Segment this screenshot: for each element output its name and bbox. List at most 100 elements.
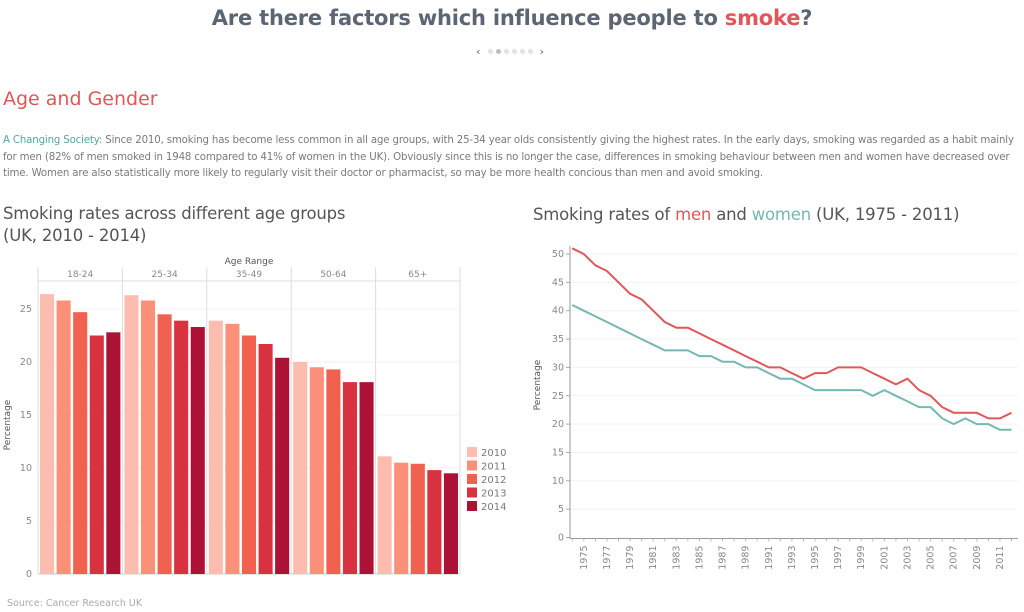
x-tick-label: 1985 — [694, 546, 705, 570]
x-tick-label: 1999 — [856, 546, 867, 570]
x-tick-label: 1995 — [810, 546, 821, 570]
y-tick-label: 10 — [20, 463, 32, 474]
x-tick-label: 1997 — [833, 546, 844, 570]
legend-swatch — [467, 501, 477, 511]
y-tick-label: 15 — [552, 447, 564, 458]
x-tick-label: 1989 — [741, 546, 752, 570]
y-tick-label: 20 — [20, 357, 32, 368]
bar: 25-34 2013: 23.9 — [174, 320, 189, 574]
bar: 35-49 2010: 23.9 — [208, 320, 223, 574]
category-label: 18-24 — [67, 270, 93, 280]
bar: 25-34 2014: 23.3 — [190, 327, 205, 574]
y-tick-label: 0 — [26, 569, 32, 580]
y-tick-label: 30 — [552, 362, 564, 373]
pager-dot[interactable] — [511, 48, 517, 54]
series-line-men — [571, 247, 1012, 420]
x-tick-label: 2003 — [902, 546, 913, 570]
pager-dot[interactable] — [495, 48, 501, 54]
y-tick-label: 40 — [552, 306, 564, 317]
legend-swatch — [467, 474, 477, 484]
y-tick-label: 0 — [558, 533, 564, 544]
x-tick-label: 1983 — [671, 546, 682, 570]
series-line-women — [571, 304, 1012, 431]
pager-dot[interactable] — [527, 48, 533, 54]
bar-chart-title-line2: (UK, 2010 - 2014) — [3, 226, 147, 245]
x-tick-label: 2009 — [972, 546, 983, 570]
legend-label: 2010 — [481, 448, 506, 459]
pager-dot[interactable] — [503, 48, 509, 54]
x-tick-label: 2011 — [995, 546, 1006, 570]
y-tick-label: 15 — [20, 410, 32, 421]
bar: 18-24 2014: 22.8 — [106, 332, 121, 574]
line-title-part2: and — [711, 205, 752, 224]
y-tick-label: 5 — [558, 504, 564, 515]
line-title-men: men — [675, 205, 712, 224]
pager-dot[interactable] — [487, 48, 493, 54]
bar: 25-34 2011: 25.8 — [140, 300, 156, 574]
title-text: Are there factors which influence people… — [211, 6, 725, 30]
bar-chart: Age Range 18-24 25-34 35-49 50-64 65+ 0 5 10 15 20… — [3, 257, 506, 580]
x-tick-label: 2007 — [949, 546, 960, 570]
y-tick-label: 50 — [552, 249, 564, 260]
bar: 25-34 2012: 24.5 — [157, 314, 172, 574]
story-pager: ‹ › — [470, 44, 550, 58]
bar: 65+ 2014: 9.5 — [443, 473, 458, 574]
title-suffix: ? — [800, 6, 813, 30]
category-label: 25-34 — [152, 270, 178, 280]
bar: 25-34 2010: 26.3 — [124, 295, 139, 574]
y-axis-title: Percentage — [3, 399, 13, 450]
y-tick-label: 35 — [552, 334, 564, 345]
legend-label: 2011 — [481, 462, 506, 473]
bar-chart-title-line1: Smoking rates across different age group… — [3, 204, 346, 223]
y-tick-label: 25 — [20, 304, 32, 315]
chevron-right-icon[interactable]: › — [539, 44, 545, 58]
intro-text: Since 2010, smoking has become less comm… — [3, 135, 1014, 179]
legend-label: 2012 — [481, 475, 506, 486]
bar: 65+ 2013: 9.8 — [427, 470, 442, 574]
x-tick-label: 1987 — [718, 546, 729, 570]
bar: 35-49 2013: 21.7 — [258, 343, 273, 574]
page-title: Are there factors which influence people… — [0, 6, 1024, 30]
x-tick-label: 1981 — [648, 546, 659, 570]
y-tick-label: 10 — [552, 476, 564, 487]
line-title-women: women — [751, 205, 811, 224]
legend-label: 2013 — [481, 489, 506, 500]
x-tick-label: 1991 — [764, 546, 775, 570]
bar: 65+ 2010: 11.1 — [377, 456, 392, 574]
chevron-left-icon[interactable]: ‹ — [475, 44, 481, 58]
legend-swatch — [467, 447, 477, 457]
pager-dots — [487, 48, 533, 54]
x-axis-title: Age Range — [225, 257, 274, 267]
title-accent: smoke — [724, 6, 801, 30]
intro-paragraph: A Changing Society: Since 2010, smoking … — [3, 133, 1018, 183]
y-tick-label: 20 — [552, 419, 564, 430]
bar: 18-24 2011: 25.8 — [56, 300, 71, 574]
x-tick-label: 1977 — [602, 546, 613, 570]
line-chart-title: Smoking rates of men and women (UK, 1975… — [533, 204, 960, 226]
bar: 18-24 2010: 26.4 — [40, 294, 55, 574]
x-tick-label: 2001 — [879, 546, 890, 570]
category-label: 65+ — [408, 270, 427, 280]
line-title-part3: (UK, 1975 - 2011) — [811, 205, 960, 224]
legend-label: 2014 — [481, 502, 506, 513]
x-tick-label: 1979 — [625, 546, 636, 570]
pager-dot[interactable] — [519, 48, 525, 54]
source-note: Source: Cancer Research UK — [7, 598, 143, 609]
bar: 18-24 2013: 22.5 — [89, 335, 104, 574]
bar: 35-49 2011: 23.6 — [225, 323, 240, 574]
bar: 65+ 2011: 10.5 — [394, 462, 409, 574]
line-chart: 0 5 10 15 20 25 30 35 40 45 50 Percentage 1975 1977 19… — [533, 246, 1018, 570]
bar: 50-64 2013: 18.1 — [342, 382, 358, 574]
line-title-part1: Smoking rates of — [533, 205, 676, 224]
legend-swatch — [467, 460, 477, 471]
section-title: Age and Gender — [3, 88, 158, 110]
bar-chart-title: Smoking rates across different age group… — [3, 203, 346, 247]
y-tick-label: 45 — [552, 277, 564, 288]
y-tick-label: 25 — [552, 391, 564, 402]
y-axis-title: Percentage — [533, 359, 543, 410]
bar: 18-24 2012: 24.7 — [73, 312, 88, 574]
bar: 65+ 2012: 10.4 — [410, 463, 425, 574]
legend-swatch — [467, 487, 477, 498]
bar: 50-64 2011: 19.5 — [309, 367, 324, 574]
x-tick-label: 2005 — [926, 546, 937, 570]
